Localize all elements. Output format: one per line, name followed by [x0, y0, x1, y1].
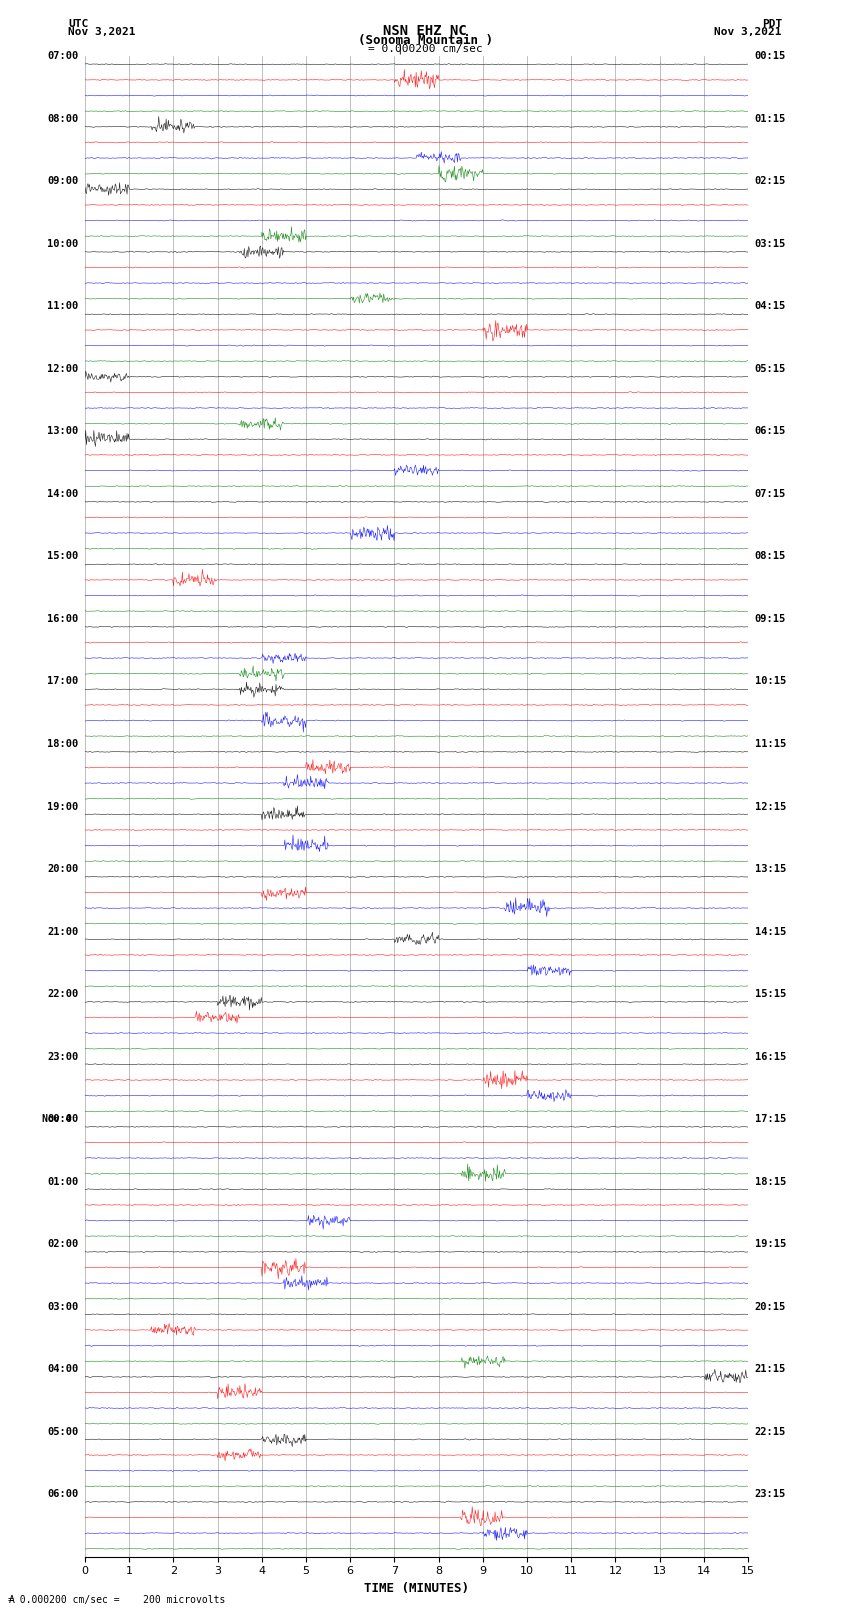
Text: 21:00: 21:00 [47, 926, 78, 937]
Text: 12:15: 12:15 [755, 802, 786, 811]
Text: 18:15: 18:15 [755, 1176, 786, 1187]
Text: 07:15: 07:15 [755, 489, 786, 498]
Text: 09:15: 09:15 [755, 615, 786, 624]
Text: 03:15: 03:15 [755, 239, 786, 248]
Text: 10:15: 10:15 [755, 676, 786, 687]
Text: 22:00: 22:00 [47, 989, 78, 998]
Text: 17:00: 17:00 [47, 676, 78, 687]
Text: 16:00: 16:00 [47, 615, 78, 624]
Text: 17:15: 17:15 [755, 1115, 786, 1124]
Text: 04:00: 04:00 [47, 1365, 78, 1374]
Text: Nov 4: Nov 4 [42, 1115, 71, 1124]
Text: |: | [396, 44, 403, 55]
Text: NSN EHZ NC: NSN EHZ NC [383, 24, 467, 39]
Text: 20:00: 20:00 [47, 865, 78, 874]
X-axis label: TIME (MINUTES): TIME (MINUTES) [364, 1582, 469, 1595]
Text: 22:15: 22:15 [755, 1426, 786, 1437]
Text: 15:00: 15:00 [47, 552, 78, 561]
Text: 02:15: 02:15 [755, 176, 786, 187]
Text: 15:15: 15:15 [755, 989, 786, 998]
Text: 08:15: 08:15 [755, 552, 786, 561]
Text: 10:00: 10:00 [47, 239, 78, 248]
Text: 05:15: 05:15 [755, 365, 786, 374]
Text: 23:15: 23:15 [755, 1489, 786, 1498]
Text: 04:15: 04:15 [755, 302, 786, 311]
Text: 13:15: 13:15 [755, 865, 786, 874]
Text: 02:00: 02:00 [47, 1239, 78, 1248]
Text: 16:15: 16:15 [755, 1052, 786, 1061]
Text: 00:00: 00:00 [47, 1115, 78, 1124]
Text: Nov 3,2021: Nov 3,2021 [715, 27, 782, 37]
Text: = 0.000200 cm/sec: = 0.000200 cm/sec [367, 44, 483, 53]
Text: 08:00: 08:00 [47, 115, 78, 124]
Text: UTC: UTC [68, 19, 88, 29]
Text: = 0.000200 cm/sec =    200 microvolts: = 0.000200 cm/sec = 200 microvolts [8, 1595, 226, 1605]
Text: 14:15: 14:15 [755, 926, 786, 937]
Text: 14:00: 14:00 [47, 489, 78, 498]
Text: 11:00: 11:00 [47, 302, 78, 311]
Text: 01:00: 01:00 [47, 1176, 78, 1187]
Text: 18:00: 18:00 [47, 739, 78, 748]
Text: 07:00: 07:00 [47, 52, 78, 61]
Text: 21:15: 21:15 [755, 1365, 786, 1374]
Text: 06:00: 06:00 [47, 1489, 78, 1498]
Text: 13:00: 13:00 [47, 426, 78, 437]
Text: 03:00: 03:00 [47, 1302, 78, 1311]
Text: 09:00: 09:00 [47, 176, 78, 187]
Text: Nov 3,2021: Nov 3,2021 [68, 27, 135, 37]
Text: 19:15: 19:15 [755, 1239, 786, 1248]
Text: 00:15: 00:15 [755, 52, 786, 61]
Text: (Sonoma Mountain ): (Sonoma Mountain ) [358, 34, 492, 47]
Text: 12:00: 12:00 [47, 365, 78, 374]
Text: PDT: PDT [762, 19, 782, 29]
Text: 19:00: 19:00 [47, 802, 78, 811]
Text: 05:00: 05:00 [47, 1426, 78, 1437]
Text: 20:15: 20:15 [755, 1302, 786, 1311]
Text: 11:15: 11:15 [755, 739, 786, 748]
Text: 01:15: 01:15 [755, 115, 786, 124]
Text: A: A [8, 1595, 14, 1605]
Text: 23:00: 23:00 [47, 1052, 78, 1061]
Text: 06:15: 06:15 [755, 426, 786, 437]
